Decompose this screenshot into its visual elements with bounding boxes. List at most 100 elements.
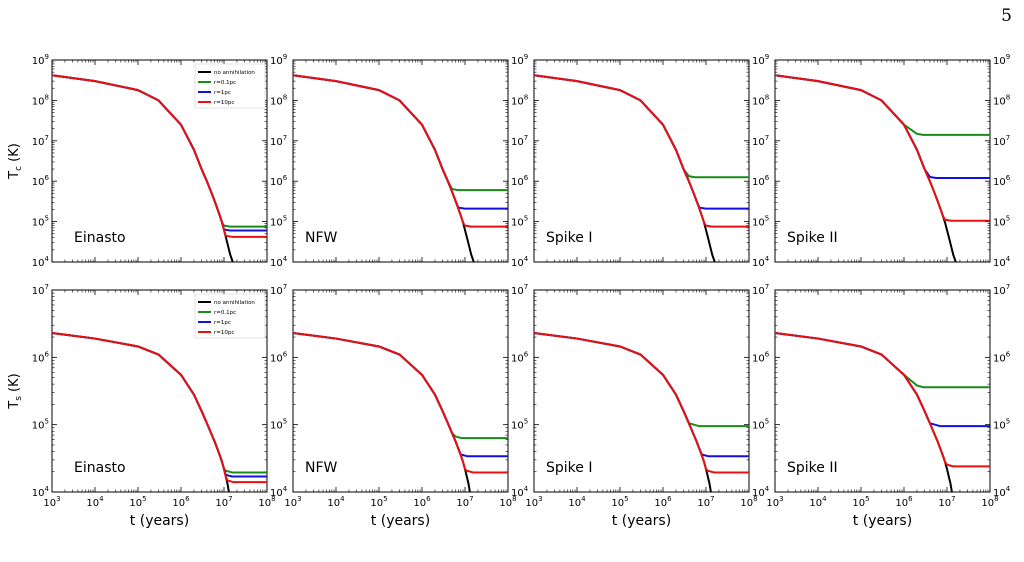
series-r-1pc — [52, 331, 267, 478]
panel-label: Spike II — [787, 230, 838, 246]
y-tick-label: 106 — [32, 174, 50, 188]
y-tick-label-right: 104 — [511, 255, 529, 269]
x-axis-label: t (years) — [853, 513, 912, 529]
series-r-10pc — [534, 331, 749, 474]
x-tick-label: 105 — [370, 495, 387, 509]
panel-label: Spike I — [546, 460, 592, 476]
panel-label: NFW — [305, 230, 338, 246]
panel-label: Einasto — [74, 230, 126, 246]
y-tick-label: 104 — [32, 255, 50, 269]
x-axis-label: t (years) — [612, 513, 671, 529]
legend-entry: r=1pc — [214, 90, 231, 96]
series-r-10pc — [52, 331, 267, 484]
ylabel-Ts: Ts (K) — [7, 373, 24, 409]
axes-frame — [774, 59, 991, 263]
x-axis-label: t (years) — [130, 513, 189, 529]
series-r-1pc — [293, 74, 508, 210]
series-r-10pc — [775, 74, 990, 222]
y-tick-label-right: 108 — [270, 93, 287, 107]
y-tick-label-right: 108 — [752, 93, 769, 107]
y-tick-label-right: 104 — [993, 485, 1011, 499]
x-tick-label: 108 — [499, 495, 516, 509]
series-r-0-1pc — [534, 74, 749, 179]
series-r-1pc — [775, 331, 990, 428]
axes-frame — [774, 289, 991, 493]
axes-frame — [292, 59, 509, 263]
series-r-0-1pc — [775, 331, 990, 389]
legend: no annihilation r=0.1pc r=1pc r=10pc — [194, 293, 266, 339]
y-tick-label: 109 — [32, 53, 49, 67]
panel-Tc-spike-ii: 104 105 106 107 108 109 Spike II — [774, 53, 1011, 269]
panel-Ts-nfw: 104 105 106 107 103 104 105 106 107 108 NFW t (year… — [284, 283, 528, 529]
y-tick-label-right: 104 — [993, 255, 1011, 269]
x-tick-label: 105 — [852, 495, 869, 509]
legend-entry: r=1pc — [214, 320, 231, 326]
x-tick-label: 107 — [456, 495, 473, 509]
series-r-10pc — [293, 331, 508, 474]
y-tick-label-right: 106 — [270, 350, 288, 364]
x-tick-label: 107 — [215, 495, 232, 509]
series-r-1pc — [534, 74, 749, 210]
panel-Tc-nfw: 104 105 106 107 108 109 NFW — [292, 53, 529, 269]
y-tick-label-right: 107 — [993, 283, 1010, 297]
series-r-0-1pc — [293, 331, 508, 440]
y-tick-label-right: 106 — [511, 174, 529, 188]
y-tick-label-right: 108 — [993, 93, 1010, 107]
y-tick-label-right: 104 — [270, 485, 288, 499]
y-tick-label-right: 106 — [270, 174, 288, 188]
y-tick-label-right: 109 — [993, 53, 1010, 67]
axes-frame — [292, 289, 509, 493]
x-tick-label: 106 — [895, 495, 913, 509]
panel-Ts-spike-i: 104 105 106 107 103 104 105 106 107 108 Spike I t (… — [525, 283, 769, 529]
ylabel-Tc: Tc (K) — [7, 143, 24, 180]
y-tick-label-right: 105 — [993, 418, 1010, 432]
y-tick-label: 104 — [32, 485, 50, 499]
series-r-1pc — [775, 74, 990, 179]
y-tick-label-right: 108 — [511, 93, 528, 107]
y-tick-label-right: 106 — [752, 174, 770, 188]
series-r-0-1pc — [293, 74, 508, 192]
y-tick-label-right: 109 — [511, 53, 528, 67]
series-r-10pc — [52, 74, 267, 238]
y-tick-label-right: 107 — [993, 134, 1010, 148]
x-tick-label: 106 — [654, 495, 672, 509]
y-tick-label: 105 — [32, 215, 49, 229]
x-tick-label: 107 — [938, 495, 955, 509]
y-tick-label-right: 104 — [270, 255, 288, 269]
y-tick-label-right: 107 — [270, 134, 287, 148]
y-tick-label-right: 107 — [270, 283, 287, 297]
y-tick-label-right: 104 — [511, 485, 529, 499]
x-tick-label: 105 — [611, 495, 628, 509]
panel-Ts-spike-ii: 104 105 106 107 103 104 105 106 107 108 Spike II t … — [766, 283, 1010, 529]
legend-entry: r=0.1pc — [214, 80, 236, 86]
panel-label: Spike I — [546, 230, 592, 246]
series-r-0-1pc — [52, 331, 267, 474]
x-tick-label: 104 — [809, 495, 827, 509]
y-tick-label-right: 109 — [270, 53, 287, 67]
y-tick-label-right: 105 — [270, 418, 287, 432]
legend-entry: no annihilation — [214, 300, 255, 306]
x-tick-label: 103 — [766, 495, 783, 509]
x-tick-label: 108 — [258, 495, 275, 509]
y-tick-label-right: 107 — [511, 134, 528, 148]
panel-label: NFW — [305, 460, 338, 476]
panel-Tc-spike-i: 104 105 106 107 108 109 Spike I — [533, 53, 770, 269]
legend-entry: r=10pc — [214, 330, 234, 336]
y-tick-label-right: 107 — [511, 283, 528, 297]
x-tick-label: 104 — [86, 495, 104, 509]
y-tick-label-right: 104 — [752, 485, 770, 499]
y-tick-label-right: 106 — [752, 350, 770, 364]
legend: no annihilation r=0.1pc r=1pc r=10pc — [194, 63, 266, 109]
x-tick-label: 107 — [697, 495, 714, 509]
y-tick-label-right: 105 — [270, 215, 287, 229]
y-tick-label-right: 105 — [752, 215, 769, 229]
x-tick-label: 103 — [43, 495, 60, 509]
x-tick-label: 106 — [413, 495, 431, 509]
y-tick-label-right: 106 — [993, 350, 1011, 364]
series-r-10pc — [293, 74, 508, 228]
axes-frame — [533, 59, 750, 263]
x-tick-label: 104 — [568, 495, 586, 509]
series-r-10pc — [775, 331, 990, 468]
